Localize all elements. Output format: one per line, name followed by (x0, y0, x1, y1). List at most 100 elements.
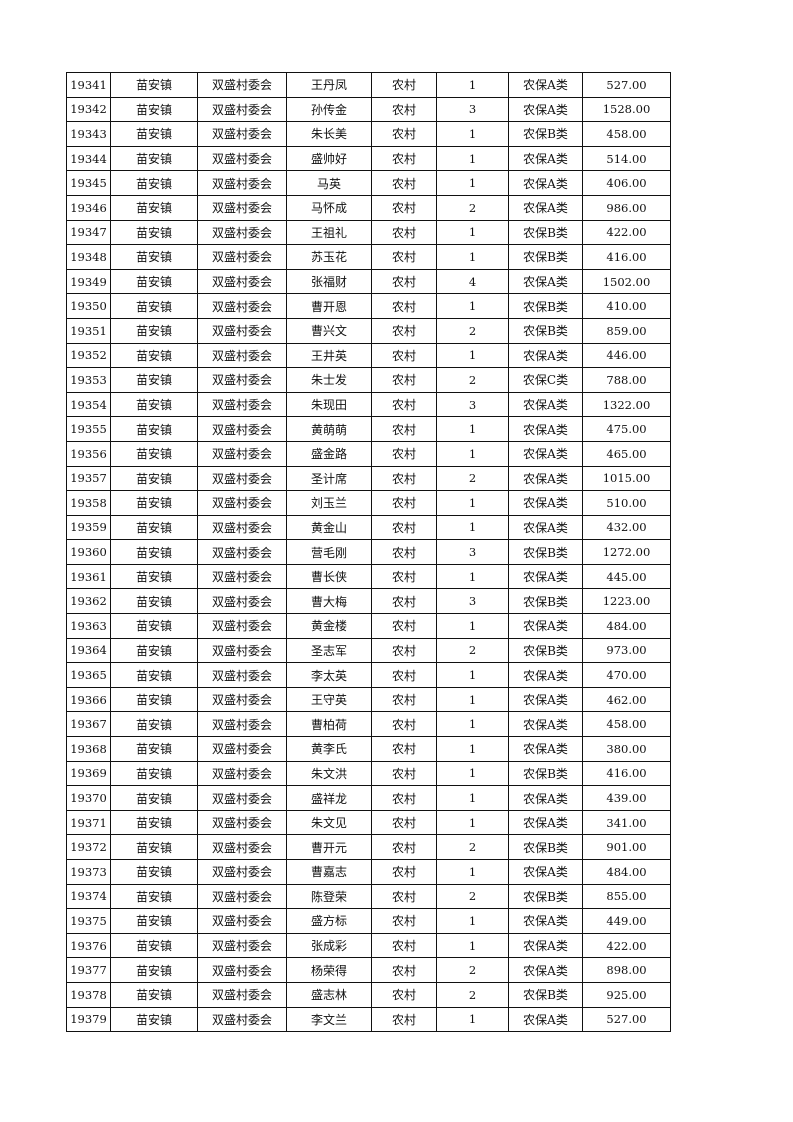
id-cell: 19362 (66, 588, 111, 615)
household-count-cell: 1 (436, 932, 509, 959)
category-cell: 农保B类 (508, 981, 583, 1008)
category-cell: 农保A类 (508, 563, 583, 590)
category-cell: 农保B类 (508, 834, 583, 860)
area-type-cell: 农村 (371, 440, 437, 467)
name-cell: 孙传金 (286, 96, 372, 123)
amount-cell: 446.00 (582, 342, 671, 369)
area-type-cell: 农村 (371, 932, 437, 959)
town-cell: 苗安镇 (110, 465, 198, 492)
town-cell: 苗安镇 (110, 932, 198, 959)
area-type-cell: 农村 (371, 490, 437, 516)
household-count-cell: 1 (436, 514, 509, 541)
household-count-cell: 2 (436, 194, 509, 221)
town-cell: 苗安镇 (110, 563, 198, 590)
area-type-cell: 农村 (371, 736, 437, 762)
area-type-cell: 农村 (371, 170, 437, 196)
area-type-cell: 农村 (371, 121, 437, 147)
id-cell: 19343 (66, 121, 111, 147)
amount-cell: 484.00 (582, 613, 671, 639)
village-cell: 双盛村委会 (197, 883, 287, 910)
category-cell: 农保A类 (508, 514, 583, 541)
town-cell: 苗安镇 (110, 121, 198, 147)
table-row: 19364 苗安镇 双盛村委会 圣志军 农村 2 农保B类 973.00 (66, 637, 671, 664)
id-cell: 19367 (66, 711, 111, 738)
amount-cell: 445.00 (582, 563, 671, 590)
town-cell: 苗安镇 (110, 391, 198, 418)
amount-cell: 527.00 (582, 1006, 671, 1033)
town-cell: 苗安镇 (110, 859, 198, 885)
town-cell: 苗安镇 (110, 317, 198, 344)
amount-cell: 1502.00 (582, 268, 671, 295)
category-cell: 农保A类 (508, 342, 583, 369)
category-cell: 农保A类 (508, 809, 583, 836)
town-cell: 苗安镇 (110, 342, 198, 369)
category-cell: 农保A类 (508, 932, 583, 959)
table-body: 19341 苗安镇 双盛村委会 王丹凤 农村 1 农保A类 527.00 19342 苗安镇 双盛村… (66, 72, 671, 1033)
household-count-cell: 3 (436, 391, 509, 418)
name-cell: 王丹凤 (286, 72, 372, 98)
name-cell: 朱长美 (286, 121, 372, 147)
category-cell: 农保A类 (508, 490, 583, 516)
table-row: 19345 苗安镇 双盛村委会 马英 农村 1 农保A类 406.00 (66, 170, 671, 196)
village-cell: 双盛村委会 (197, 342, 287, 369)
amount-cell: 422.00 (582, 932, 671, 959)
town-cell: 苗安镇 (110, 834, 198, 860)
name-cell: 张成彩 (286, 932, 372, 959)
name-cell: 马怀成 (286, 194, 372, 221)
village-cell: 双盛村委会 (197, 170, 287, 196)
household-count-cell: 1 (436, 908, 509, 934)
table-row: 19376 苗安镇 双盛村委会 张成彩 农村 1 农保A类 422.00 (66, 932, 671, 959)
category-cell: 农保A类 (508, 96, 583, 123)
id-cell: 19354 (66, 391, 111, 418)
table-row: 19365 苗安镇 双盛村委会 李太英 农村 1 农保A类 470.00 (66, 662, 671, 688)
household-count-cell: 1 (436, 760, 509, 787)
name-cell: 朱文洪 (286, 760, 372, 787)
id-cell: 19374 (66, 883, 111, 910)
village-cell: 双盛村委会 (197, 736, 287, 762)
area-type-cell: 农村 (371, 219, 437, 246)
amount-cell: 462.00 (582, 686, 671, 713)
table-row: 19373 苗安镇 双盛村委会 曹嘉志 农村 1 农保A类 484.00 (66, 859, 671, 885)
village-cell: 双盛村委会 (197, 588, 287, 615)
household-count-cell: 2 (436, 637, 509, 664)
household-count-cell: 1 (436, 809, 509, 836)
town-cell: 苗安镇 (110, 416, 198, 442)
name-cell: 王井英 (286, 342, 372, 369)
area-type-cell: 农村 (371, 957, 437, 983)
category-cell: 农保B类 (508, 588, 583, 615)
area-type-cell: 农村 (371, 145, 437, 172)
area-type-cell: 农村 (371, 317, 437, 344)
id-cell: 19350 (66, 293, 111, 319)
name-cell: 朱现田 (286, 391, 372, 418)
id-cell: 19360 (66, 539, 111, 565)
category-cell: 农保A类 (508, 391, 583, 418)
id-cell: 19376 (66, 932, 111, 959)
village-cell: 双盛村委会 (197, 637, 287, 664)
household-count-cell: 1 (436, 170, 509, 196)
table-row: 19372 苗安镇 双盛村委会 曹开元 农村 2 农保B类 901.00 (66, 834, 671, 860)
village-cell: 双盛村委会 (197, 416, 287, 442)
household-count-cell: 1 (436, 416, 509, 442)
household-count-cell: 3 (436, 539, 509, 565)
name-cell: 张福财 (286, 268, 372, 295)
name-cell: 李太英 (286, 662, 372, 688)
amount-cell: 986.00 (582, 194, 671, 221)
household-count-cell: 1 (436, 711, 509, 738)
household-count-cell: 1 (436, 219, 509, 246)
village-cell: 双盛村委会 (197, 539, 287, 565)
area-type-cell: 农村 (371, 194, 437, 221)
name-cell: 盛志林 (286, 981, 372, 1008)
town-cell: 苗安镇 (110, 145, 198, 172)
id-cell: 19371 (66, 809, 111, 836)
name-cell: 曹兴文 (286, 317, 372, 344)
name-cell: 盛金路 (286, 440, 372, 467)
amount-cell: 439.00 (582, 785, 671, 811)
table-row: 19354 苗安镇 双盛村委会 朱现田 农村 3 农保A类 1322.00 (66, 391, 671, 418)
table-row: 19367 苗安镇 双盛村委会 曹柏荷 农村 1 农保A类 458.00 (66, 711, 671, 738)
id-cell: 19375 (66, 908, 111, 934)
id-cell: 19342 (66, 96, 111, 123)
area-type-cell: 农村 (371, 637, 437, 664)
household-count-cell: 1 (436, 859, 509, 885)
area-type-cell: 农村 (371, 711, 437, 738)
amount-cell: 925.00 (582, 981, 671, 1008)
